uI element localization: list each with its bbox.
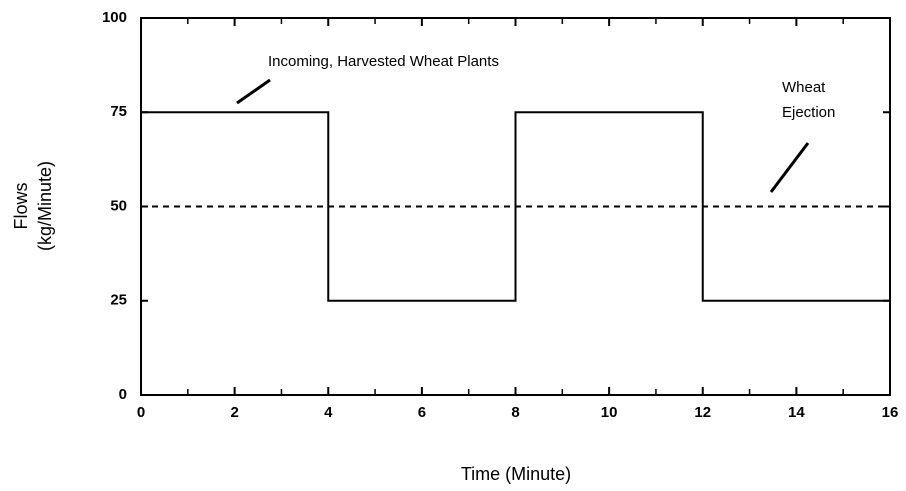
annotation: Ejection: [782, 104, 835, 121]
x-tick-label: 12: [694, 404, 711, 421]
x-axis-label: Time (Minute): [461, 464, 571, 484]
x-tick-label: 10: [601, 404, 618, 421]
y-axis-label: (kg/Minute): [35, 161, 55, 251]
y-tick-label: 0: [119, 386, 127, 403]
x-tick-label: 0: [137, 404, 145, 421]
x-tick-label: 14: [788, 404, 805, 421]
y-tick-label: 100: [102, 9, 127, 26]
y-tick-label: 50: [110, 197, 127, 214]
annotation-leader: [236, 78, 271, 105]
x-tick-label: 8: [511, 404, 519, 421]
y-tick-label: 25: [110, 292, 127, 309]
annotation: Wheat: [782, 79, 826, 96]
annotation-leader: [769, 142, 810, 193]
y-axis-label: Flows: [11, 182, 31, 229]
x-tick-label: 6: [418, 404, 426, 421]
x-tick-label: 2: [230, 404, 238, 421]
x-tick-label: 4: [324, 404, 333, 421]
y-tick-label: 75: [110, 103, 127, 120]
annotation: Incoming, Harvested Wheat Plants: [268, 53, 499, 70]
x-tick-label: 16: [882, 404, 899, 421]
